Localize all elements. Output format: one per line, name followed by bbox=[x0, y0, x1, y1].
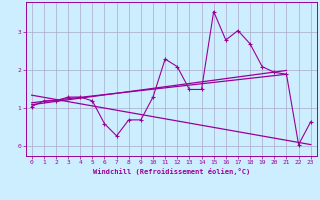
X-axis label: Windchill (Refroidissement éolien,°C): Windchill (Refroidissement éolien,°C) bbox=[92, 168, 250, 175]
